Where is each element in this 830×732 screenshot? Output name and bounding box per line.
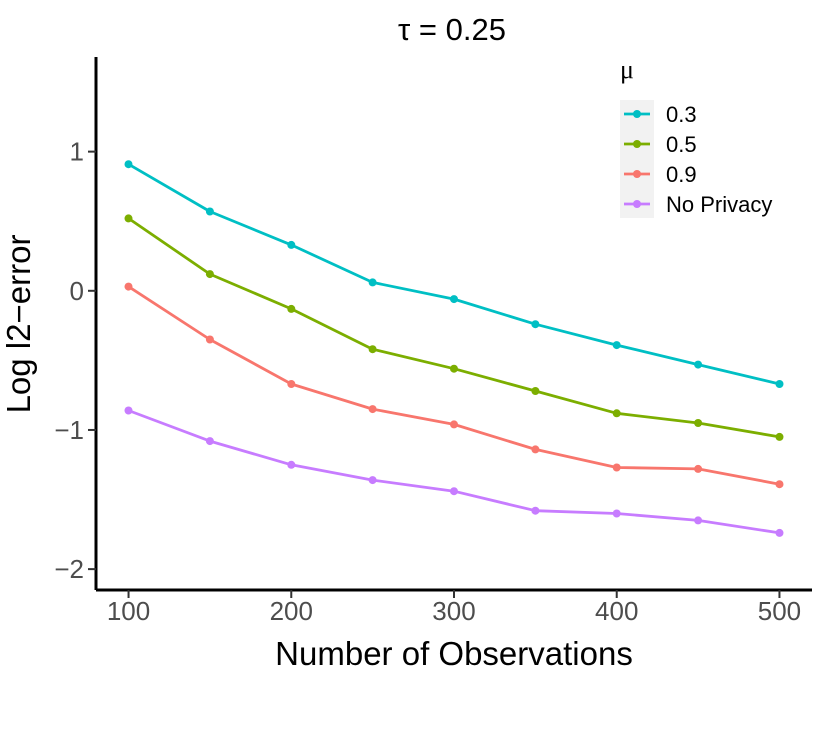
data-point bbox=[531, 445, 540, 454]
y-tick-label: 1 bbox=[70, 137, 84, 167]
legend-key-point bbox=[633, 140, 641, 148]
data-point bbox=[124, 160, 133, 169]
series-1 bbox=[124, 214, 784, 441]
data-point bbox=[368, 405, 377, 414]
legend-item: No Privacy bbox=[624, 192, 772, 217]
legend: μ 0.3 0.5 0.9 No Privacy bbox=[620, 55, 772, 218]
x-tick-label: 300 bbox=[432, 596, 475, 626]
data-point bbox=[368, 476, 377, 485]
x-axis-title: Number of Observations bbox=[275, 635, 633, 672]
legend-item: 0.3 bbox=[624, 102, 697, 127]
data-point bbox=[287, 460, 296, 469]
data-point bbox=[775, 528, 784, 537]
data-point bbox=[450, 420, 458, 429]
data-point bbox=[124, 214, 133, 223]
data-point bbox=[694, 464, 703, 473]
x-axis-ticks: 100 200 300 400 500 bbox=[107, 590, 801, 626]
data-point bbox=[775, 380, 784, 388]
data-point bbox=[205, 437, 214, 446]
legend-key-point bbox=[633, 110, 641, 118]
data-point bbox=[612, 509, 621, 518]
x-tick-label: 100 bbox=[107, 596, 150, 626]
x-tick-label: 500 bbox=[758, 596, 801, 626]
data-point bbox=[775, 480, 784, 489]
data-point bbox=[612, 463, 621, 472]
legend-key-point bbox=[633, 170, 641, 178]
legend-item: 0.5 bbox=[624, 132, 697, 157]
y-axis-title: Log l2−error bbox=[0, 235, 37, 414]
series-0 bbox=[124, 160, 784, 388]
x-tick-label: 200 bbox=[270, 596, 313, 626]
data-point bbox=[531, 506, 540, 515]
data-point bbox=[450, 295, 458, 304]
legend-label: 0.9 bbox=[666, 162, 697, 187]
data-point bbox=[368, 278, 377, 287]
data-point bbox=[775, 432, 784, 441]
legend-key-point bbox=[633, 200, 641, 208]
series-line bbox=[127, 217, 780, 439]
series-line bbox=[127, 285, 780, 486]
legend-label: 0.3 bbox=[666, 102, 697, 127]
y-axis-ticks: −2 −1 0 1 bbox=[54, 137, 96, 584]
data-point bbox=[694, 516, 703, 525]
data-point bbox=[205, 270, 214, 279]
legend-title: μ bbox=[620, 55, 634, 84]
data-point bbox=[694, 419, 703, 427]
data-point bbox=[124, 282, 133, 291]
series-line bbox=[128, 409, 780, 535]
legend-key-background bbox=[620, 100, 654, 218]
legend-label: 0.5 bbox=[666, 132, 697, 157]
plot-area bbox=[124, 160, 784, 537]
data-point bbox=[368, 345, 377, 354]
series-2 bbox=[124, 282, 784, 489]
data-point bbox=[612, 409, 621, 418]
data-point bbox=[205, 335, 214, 344]
y-tick-label: −1 bbox=[54, 415, 84, 445]
legend-item: 0.9 bbox=[624, 162, 697, 187]
series-3 bbox=[124, 406, 784, 537]
y-tick-label: 0 bbox=[70, 276, 84, 306]
legend-label: No Privacy bbox=[666, 192, 772, 217]
data-point bbox=[287, 304, 296, 313]
data-point bbox=[124, 406, 133, 415]
data-point bbox=[531, 387, 540, 395]
y-tick-label: −2 bbox=[54, 554, 84, 584]
x-tick-label: 400 bbox=[595, 596, 638, 626]
data-point bbox=[205, 207, 214, 216]
data-point bbox=[612, 341, 621, 350]
data-point bbox=[450, 487, 458, 496]
data-point bbox=[287, 240, 296, 249]
data-point bbox=[450, 364, 458, 373]
chart-title: τ = 0.25 bbox=[398, 12, 506, 47]
data-point bbox=[694, 360, 703, 369]
data-point bbox=[531, 320, 540, 329]
data-point bbox=[287, 380, 296, 388]
